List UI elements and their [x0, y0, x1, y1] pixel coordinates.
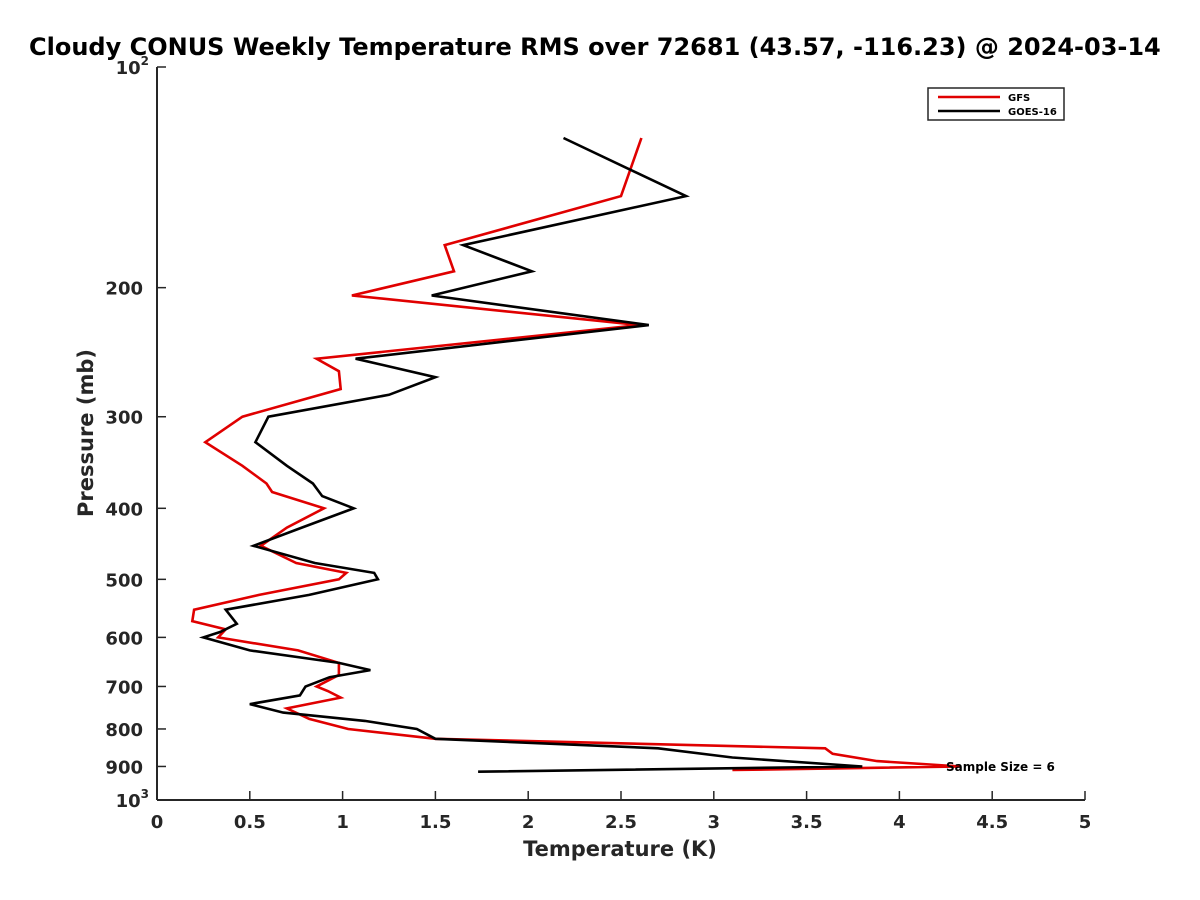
x-tick-label: 5	[1079, 812, 1092, 833]
x-tick-label: 1.5	[419, 812, 451, 833]
x-tick-label: 4.5	[976, 812, 1008, 833]
series-line-gfs	[190, 137, 961, 772]
plot-area: 0 0.5 1 1.5 2 2.5 3 3.5 4 4.5 5 102 200 300 400 500 600 7…	[105, 54, 1091, 833]
y-tick-label: 600	[105, 628, 143, 649]
x-tick-label: 0.5	[234, 812, 266, 833]
y-tick-label: 700	[105, 677, 143, 698]
y-tick-label: 900	[105, 757, 143, 778]
legend-label: GOES-16	[1008, 107, 1057, 118]
x-tick-label: 0	[151, 812, 164, 833]
series-line-goes-16	[198, 136, 863, 773]
x-tick-label: 4	[893, 812, 906, 833]
y-axis-label: Pressure (mb)	[74, 349, 98, 517]
chart-title: Cloudy CONUS Weekly Temperature RMS over…	[29, 33, 1161, 61]
sample-size-annotation: Sample Size = 6	[946, 760, 1055, 774]
y-tick-label: 103	[116, 787, 149, 812]
y-tick-label: 200	[105, 279, 143, 300]
x-tick-label: 3	[708, 812, 721, 833]
x-tick-label: 2.5	[605, 812, 637, 833]
x-axis-label: Temperature (K)	[523, 837, 717, 861]
legend-box	[927, 87, 1065, 121]
x-tick-label: 1	[336, 812, 349, 833]
y-tick-label: 300	[105, 408, 143, 429]
x-tick-label: 3.5	[791, 812, 823, 833]
y-tick-label: 800	[105, 720, 143, 741]
y-tick-label: 102	[116, 54, 149, 79]
y-tick-label: 500	[105, 570, 143, 591]
x-tick-label: 2	[522, 812, 535, 833]
legend: GFS GOES-16	[927, 87, 1065, 121]
legend-label: GFS	[1008, 93, 1030, 104]
y-tick-label: 400	[105, 499, 143, 520]
